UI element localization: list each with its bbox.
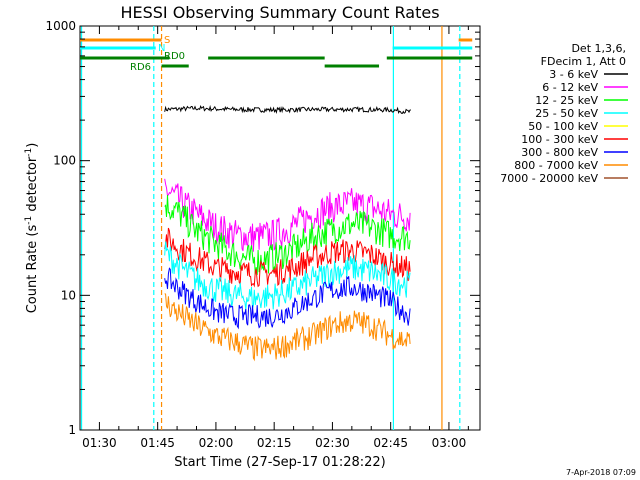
series-line bbox=[164, 194, 411, 275]
legend-header: Det 1,3,6, bbox=[571, 42, 626, 55]
y-tick-label: 1000 bbox=[45, 19, 76, 33]
y-axis-label-exp: -1 bbox=[24, 216, 34, 225]
x-tick-label: 01:45 bbox=[140, 436, 175, 450]
series-line bbox=[164, 267, 411, 330]
x-tick-label: 03:00 bbox=[432, 436, 467, 450]
plot-area bbox=[79, 25, 481, 431]
axes: 01:30 01:45 02:00 02:15 02:30 02:45 03:00 1 10 10… bbox=[45, 19, 480, 450]
state-bar-label-rd0: RD0 bbox=[164, 51, 185, 62]
y-tick-label: 10 bbox=[61, 288, 76, 302]
y-tick-label: 1 bbox=[68, 423, 76, 437]
footer-date: 7-Apr-2018 07:09 bbox=[566, 468, 636, 477]
series-line bbox=[164, 293, 411, 362]
y-axis-label-end: ) bbox=[25, 143, 40, 148]
series-line bbox=[164, 104, 412, 115]
x-tick-label: 02:45 bbox=[373, 436, 408, 450]
legend-entry-label: 12 - 25 keV bbox=[535, 94, 598, 107]
y-axis-label-exp2: -1 bbox=[24, 148, 34, 157]
y-axis-label-main: Count Rate (s bbox=[25, 225, 40, 314]
x-tick-label: 02:15 bbox=[257, 436, 292, 450]
chart-title: HESSI Observing Summary Count Rates bbox=[120, 3, 439, 22]
series-line bbox=[164, 227, 411, 288]
legend-entry-label: 800 - 7000 keV bbox=[514, 159, 598, 172]
legend-entry-label: 6 - 12 keV bbox=[542, 81, 598, 94]
x-tick-label: 01:30 bbox=[82, 436, 117, 450]
legend-entry-label: 50 - 100 keV bbox=[528, 120, 598, 133]
y-axis-label: Count Rate (s-1 detector-1) bbox=[24, 143, 40, 314]
x-tick-label: 02:00 bbox=[199, 436, 234, 450]
series-line bbox=[164, 178, 411, 252]
legend-entry-label: 7000 - 20000 keV bbox=[500, 172, 598, 185]
x-tick-label: 02:30 bbox=[315, 436, 350, 450]
legend-entry-label: 3 - 6 keV bbox=[549, 68, 598, 81]
legend-entry-label: 100 - 300 keV bbox=[521, 133, 598, 146]
vertical-markers bbox=[80, 26, 461, 430]
legend-entry-label: 300 - 800 keV bbox=[521, 146, 598, 159]
legend-entry-label: 25 - 50 keV bbox=[535, 107, 598, 120]
data-series bbox=[164, 104, 412, 362]
state-bar-label-s: S bbox=[164, 35, 170, 46]
state-bar-label-rd6: RD6 bbox=[130, 62, 151, 73]
series-line bbox=[164, 241, 411, 311]
plot-frame bbox=[79, 25, 481, 431]
y-tick-label: 100 bbox=[53, 154, 76, 168]
legend-header: FDecim 1, Att 0 bbox=[541, 55, 626, 68]
state-bar-label-n: N bbox=[158, 43, 165, 54]
x-axis-label: Start Time (27-Sep-17 01:28:22) bbox=[174, 455, 385, 470]
y-axis-label-mid: detector bbox=[25, 156, 40, 216]
